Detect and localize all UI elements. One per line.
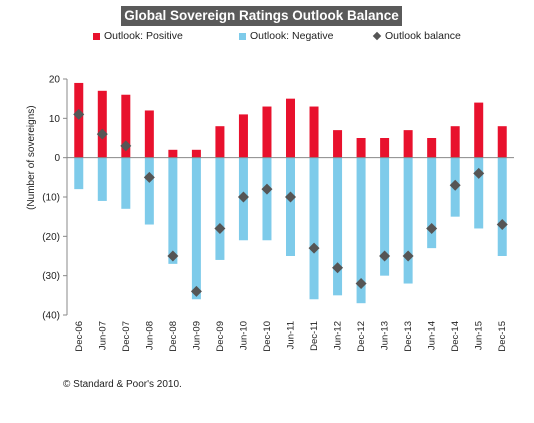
x-tick-label: Dec-11 (309, 321, 320, 351)
balance-marker (379, 250, 391, 262)
copyright-note: © Standard & Poor's 2010. (63, 379, 182, 390)
balance-marker (355, 278, 367, 290)
legend-diamond-marker (372, 31, 382, 41)
x-tick-label: Dec-06 (74, 321, 85, 352)
bar-negative (168, 157, 178, 264)
balance-marker (237, 191, 249, 203)
x-tick-label: Jun-15 (474, 321, 485, 350)
bar-negative (309, 157, 319, 300)
bar-negative (144, 157, 154, 225)
bar-positive (238, 114, 248, 158)
bar-positive (144, 110, 154, 158)
bar-negative (191, 157, 201, 300)
bar-positive (309, 106, 319, 158)
balance-marker (143, 171, 155, 183)
bar-negative (427, 157, 437, 249)
bar-positive (168, 149, 178, 158)
x-tick-label: Dec-13 (403, 321, 414, 352)
bar-positive (262, 106, 272, 158)
bar-negative (121, 157, 131, 209)
x-tick-label: Jun-13 (380, 321, 391, 350)
bar-negative (380, 157, 390, 276)
y-tick-label: (30) (42, 271, 60, 282)
y-axis-title: (Number of sovereigns) (26, 105, 37, 209)
chart-title: Global Sovereign Ratings Outlook Balance (121, 6, 402, 26)
y-tick-label: (20) (42, 232, 60, 243)
balance-marker (332, 262, 344, 274)
y-tick-label: 0 (54, 153, 60, 164)
bar-positive (215, 126, 225, 158)
bar-negative (286, 157, 295, 256)
legend-swatch-positive (93, 32, 100, 40)
bar-positive (191, 149, 201, 158)
y-tick-label: (10) (42, 193, 60, 204)
balance-marker (214, 222, 226, 234)
balance-marker (308, 242, 320, 254)
bar-positive (403, 130, 413, 158)
y-tick-label: (40) (42, 311, 60, 322)
bar-negative (74, 157, 84, 190)
bar-negative (97, 157, 107, 201)
x-tick-label: Dec-08 (168, 321, 179, 352)
balance-marker (73, 108, 85, 120)
balance-marker (496, 219, 508, 231)
x-tick-label: Dec-07 (121, 321, 132, 352)
bar-positive (474, 102, 484, 158)
bar-positive (333, 130, 343, 158)
balance-marker (449, 179, 461, 191)
balance-marker (167, 250, 179, 262)
x-tick-label: Dec-12 (356, 321, 367, 352)
balance-marker (402, 250, 414, 262)
bar-negative (356, 157, 366, 304)
bar-negative (403, 157, 413, 284)
bar-positive (356, 138, 366, 158)
bar-negative (333, 157, 343, 296)
x-tick-label: Jun-14 (427, 321, 438, 350)
x-tick-label: Jun-11 (286, 321, 297, 349)
legend-item-positive: Outlook: Positive (93, 30, 183, 42)
x-tick-label: Jun-10 (238, 321, 249, 350)
bar-positive (380, 138, 390, 158)
x-tick-label: Dec-10 (262, 321, 273, 352)
y-tick-label: 10 (49, 114, 61, 125)
bar-positive (97, 90, 107, 158)
legend-label-positive: Outlook: Positive (104, 30, 183, 42)
bar-positive (427, 138, 437, 158)
balance-marker (190, 285, 202, 297)
x-tick-label: Jun-12 (333, 321, 344, 350)
bar-negative (497, 157, 507, 256)
bar-positive (450, 126, 460, 158)
legend-label-negative: Outlook: Negative (250, 30, 334, 42)
legend-item-negative: Outlook: Negative (239, 30, 333, 42)
x-tick-label: Jun-08 (144, 321, 155, 350)
legend-item-balance: Outlook balance (372, 30, 461, 42)
balance-marker (120, 140, 132, 152)
x-tick-label: Jun-09 (191, 321, 202, 350)
bar-positive (74, 82, 84, 158)
balance-marker (473, 167, 485, 179)
balance-marker (285, 191, 296, 203)
bar-positive (121, 94, 131, 158)
legend-swatch-negative (239, 32, 246, 40)
bar-positive (286, 98, 295, 158)
x-tick-label: Dec-14 (450, 321, 461, 352)
x-tick-label: Dec-09 (215, 321, 226, 352)
y-tick-label: 20 (49, 75, 61, 86)
bar-negative (215, 157, 225, 260)
legend-label-balance: Outlook balance (385, 30, 461, 42)
x-tick-label: Jun-07 (97, 321, 108, 350)
bar-negative (262, 157, 272, 241)
balance-marker (96, 128, 108, 140)
balance-marker (261, 183, 273, 195)
bar-negative (474, 157, 484, 229)
balance-marker (426, 222, 438, 234)
bar-positive (497, 126, 507, 158)
x-tick-label: Dec-15 (497, 321, 508, 352)
